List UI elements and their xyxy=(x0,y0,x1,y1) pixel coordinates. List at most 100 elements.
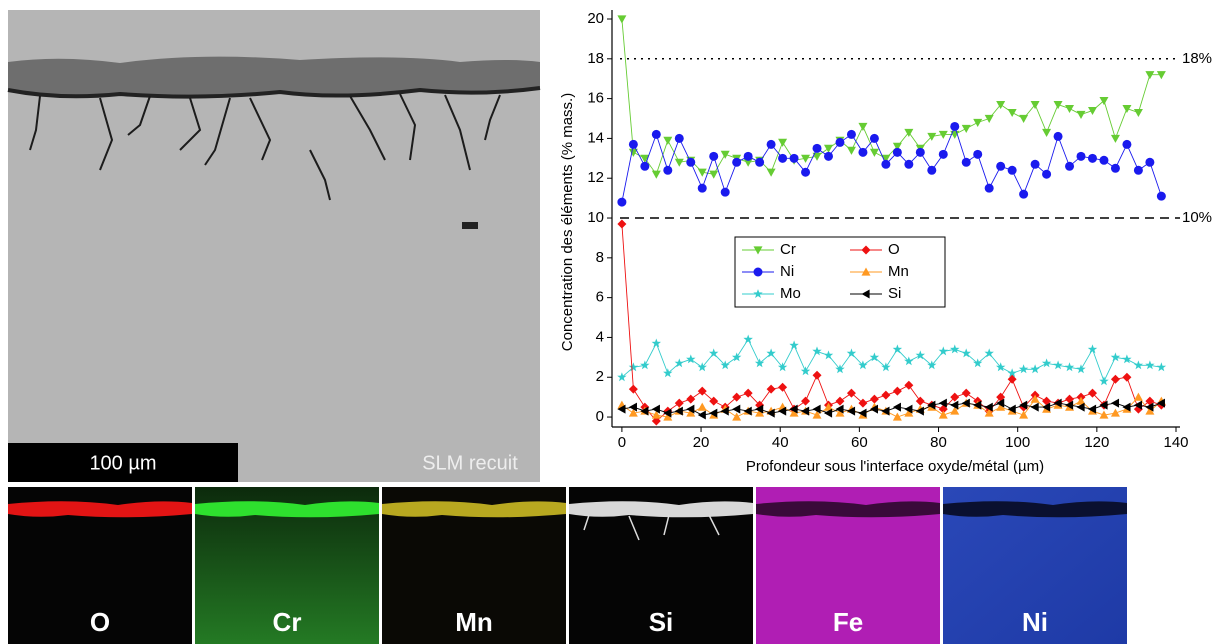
marker xyxy=(663,408,672,418)
marker xyxy=(1019,189,1029,199)
marker xyxy=(766,139,776,149)
marker xyxy=(743,388,753,398)
marker xyxy=(984,348,994,358)
marker xyxy=(892,142,902,151)
marker xyxy=(1065,400,1074,410)
marker xyxy=(1087,404,1097,414)
marker xyxy=(938,346,948,356)
map-label: Si xyxy=(649,607,674,637)
marker xyxy=(950,344,960,354)
marker xyxy=(1156,398,1165,408)
marker xyxy=(753,267,763,277)
marker xyxy=(1133,165,1143,175)
marker xyxy=(1099,97,1109,106)
marker xyxy=(1145,71,1155,80)
marker xyxy=(846,388,856,398)
marker xyxy=(1030,159,1040,169)
marker xyxy=(881,390,891,400)
series xyxy=(617,398,1165,420)
marker xyxy=(1030,364,1040,374)
marker xyxy=(1156,362,1167,372)
map-oxide-layer xyxy=(382,501,566,518)
marker xyxy=(1156,191,1166,201)
marker xyxy=(1110,163,1120,173)
marker xyxy=(697,362,707,372)
marker xyxy=(881,154,891,163)
marker xyxy=(651,410,661,419)
marker xyxy=(950,121,960,131)
marker xyxy=(1145,360,1155,370)
y-tick-label: 6 xyxy=(596,289,604,306)
marker xyxy=(1087,344,1098,354)
marker xyxy=(617,15,627,24)
marker xyxy=(892,402,901,412)
marker xyxy=(1042,402,1051,412)
marker xyxy=(697,168,707,177)
marker xyxy=(996,161,1006,171)
eds-map: Ni xyxy=(943,487,1127,644)
marker xyxy=(846,406,856,416)
marker xyxy=(973,358,983,368)
marker xyxy=(778,138,788,147)
reference-label: 18% xyxy=(1182,50,1212,67)
x-tick-label: 0 xyxy=(618,434,626,451)
map-label: Cr xyxy=(273,607,302,637)
eds-map: O xyxy=(8,487,192,644)
marker xyxy=(984,114,994,124)
marker xyxy=(1087,153,1097,163)
series xyxy=(617,121,1166,207)
marker xyxy=(755,408,765,417)
marker xyxy=(812,404,821,414)
marker xyxy=(1133,360,1144,370)
marker xyxy=(753,289,763,298)
map-label: Mn xyxy=(455,607,493,637)
marker xyxy=(961,157,971,167)
marker xyxy=(663,368,673,378)
marker xyxy=(628,384,638,394)
marker xyxy=(1099,410,1109,419)
marker xyxy=(697,402,707,411)
marker xyxy=(861,289,870,299)
scale-bar-label: 100 µm xyxy=(89,452,156,474)
marker xyxy=(697,386,707,396)
x-tick-label: 100 xyxy=(1005,434,1030,451)
marker xyxy=(1065,161,1075,171)
marker xyxy=(674,358,684,368)
marker xyxy=(858,408,867,418)
marker xyxy=(861,267,871,276)
marker xyxy=(709,408,718,418)
x-axis-label: Profondeur sous l'interface oxyde/métal … xyxy=(746,458,1044,475)
marker xyxy=(697,183,707,193)
marker xyxy=(881,406,890,416)
legend-label: Mn xyxy=(888,263,909,280)
eds-map: Fe xyxy=(756,487,940,644)
marker xyxy=(755,157,765,167)
marker xyxy=(892,412,902,421)
marker xyxy=(617,372,627,382)
marker xyxy=(709,170,719,179)
map-label: O xyxy=(90,607,110,637)
legend-label: Cr xyxy=(780,241,796,258)
marker xyxy=(1099,400,1108,410)
marker xyxy=(904,356,914,366)
marker xyxy=(651,416,661,426)
y-tick-label: 14 xyxy=(587,129,604,146)
marker xyxy=(1042,169,1052,179)
marker xyxy=(846,348,857,358)
marker xyxy=(915,396,925,406)
marker xyxy=(1110,134,1120,143)
marker xyxy=(904,128,914,137)
marker xyxy=(938,149,948,159)
marker xyxy=(1156,71,1166,80)
marker xyxy=(755,404,764,414)
marker xyxy=(823,144,833,153)
marker xyxy=(961,388,971,398)
marker xyxy=(915,350,925,360)
x-tick-label: 140 xyxy=(1163,434,1188,451)
marker xyxy=(812,152,822,161)
y-tick-label: 2 xyxy=(596,368,604,385)
marker xyxy=(720,187,730,197)
marker xyxy=(996,398,1005,408)
marker xyxy=(915,406,924,416)
map-oxide-layer xyxy=(943,501,1127,518)
